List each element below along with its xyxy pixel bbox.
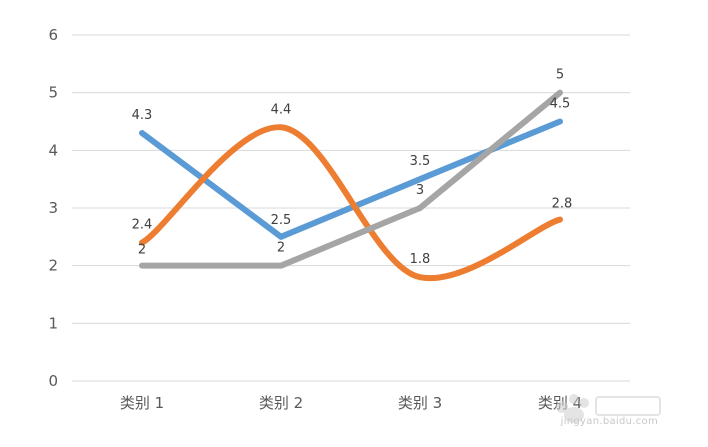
data-label: 4.3 (132, 108, 153, 123)
data-label: 2.8 (552, 197, 573, 212)
baidu-watermark-logo: jingyan.baidu.com (548, 389, 668, 429)
y-tick-label: 4 (48, 141, 58, 159)
data-label: 4.4 (271, 102, 292, 117)
data-labels: 4.3 2.5 3.5 4.5 2.4 4.4 1.8 2.8 2 2 3 5 (132, 68, 573, 268)
data-label: 3 (416, 183, 424, 198)
x-tick-label: 类别 1 (120, 394, 164, 412)
data-label: 2 (138, 243, 146, 258)
x-axis-ticks: 类别 1 类别 2 类别 3 类别 4 (120, 394, 582, 412)
data-label: 3.5 (410, 154, 431, 169)
x-tick-label: 类别 3 (398, 394, 442, 412)
data-label: 5 (556, 68, 564, 83)
data-label: 2.4 (132, 218, 153, 233)
data-label: 2 (277, 241, 285, 256)
series-line-3 (139, 89, 563, 269)
y-tick-label: 1 (48, 314, 58, 332)
data-label: 2.5 (271, 213, 292, 228)
paw-icon (556, 394, 661, 423)
x-tick-label: 类别 2 (259, 394, 303, 412)
watermark-text: jingyan.baidu.com (560, 416, 658, 427)
y-tick-label: 2 (48, 257, 58, 275)
y-tick-label: 6 (48, 26, 58, 44)
data-label: 4.5 (550, 97, 571, 112)
data-label: 1.8 (410, 252, 431, 267)
y-tick-label: 3 (48, 199, 58, 217)
y-axis-ticks: 0 1 2 3 4 5 6 (48, 26, 58, 390)
y-tick-label: 0 (48, 372, 58, 390)
series-lines (139, 89, 563, 282)
series-line-2 (139, 124, 563, 282)
y-tick-label: 5 (48, 84, 58, 102)
